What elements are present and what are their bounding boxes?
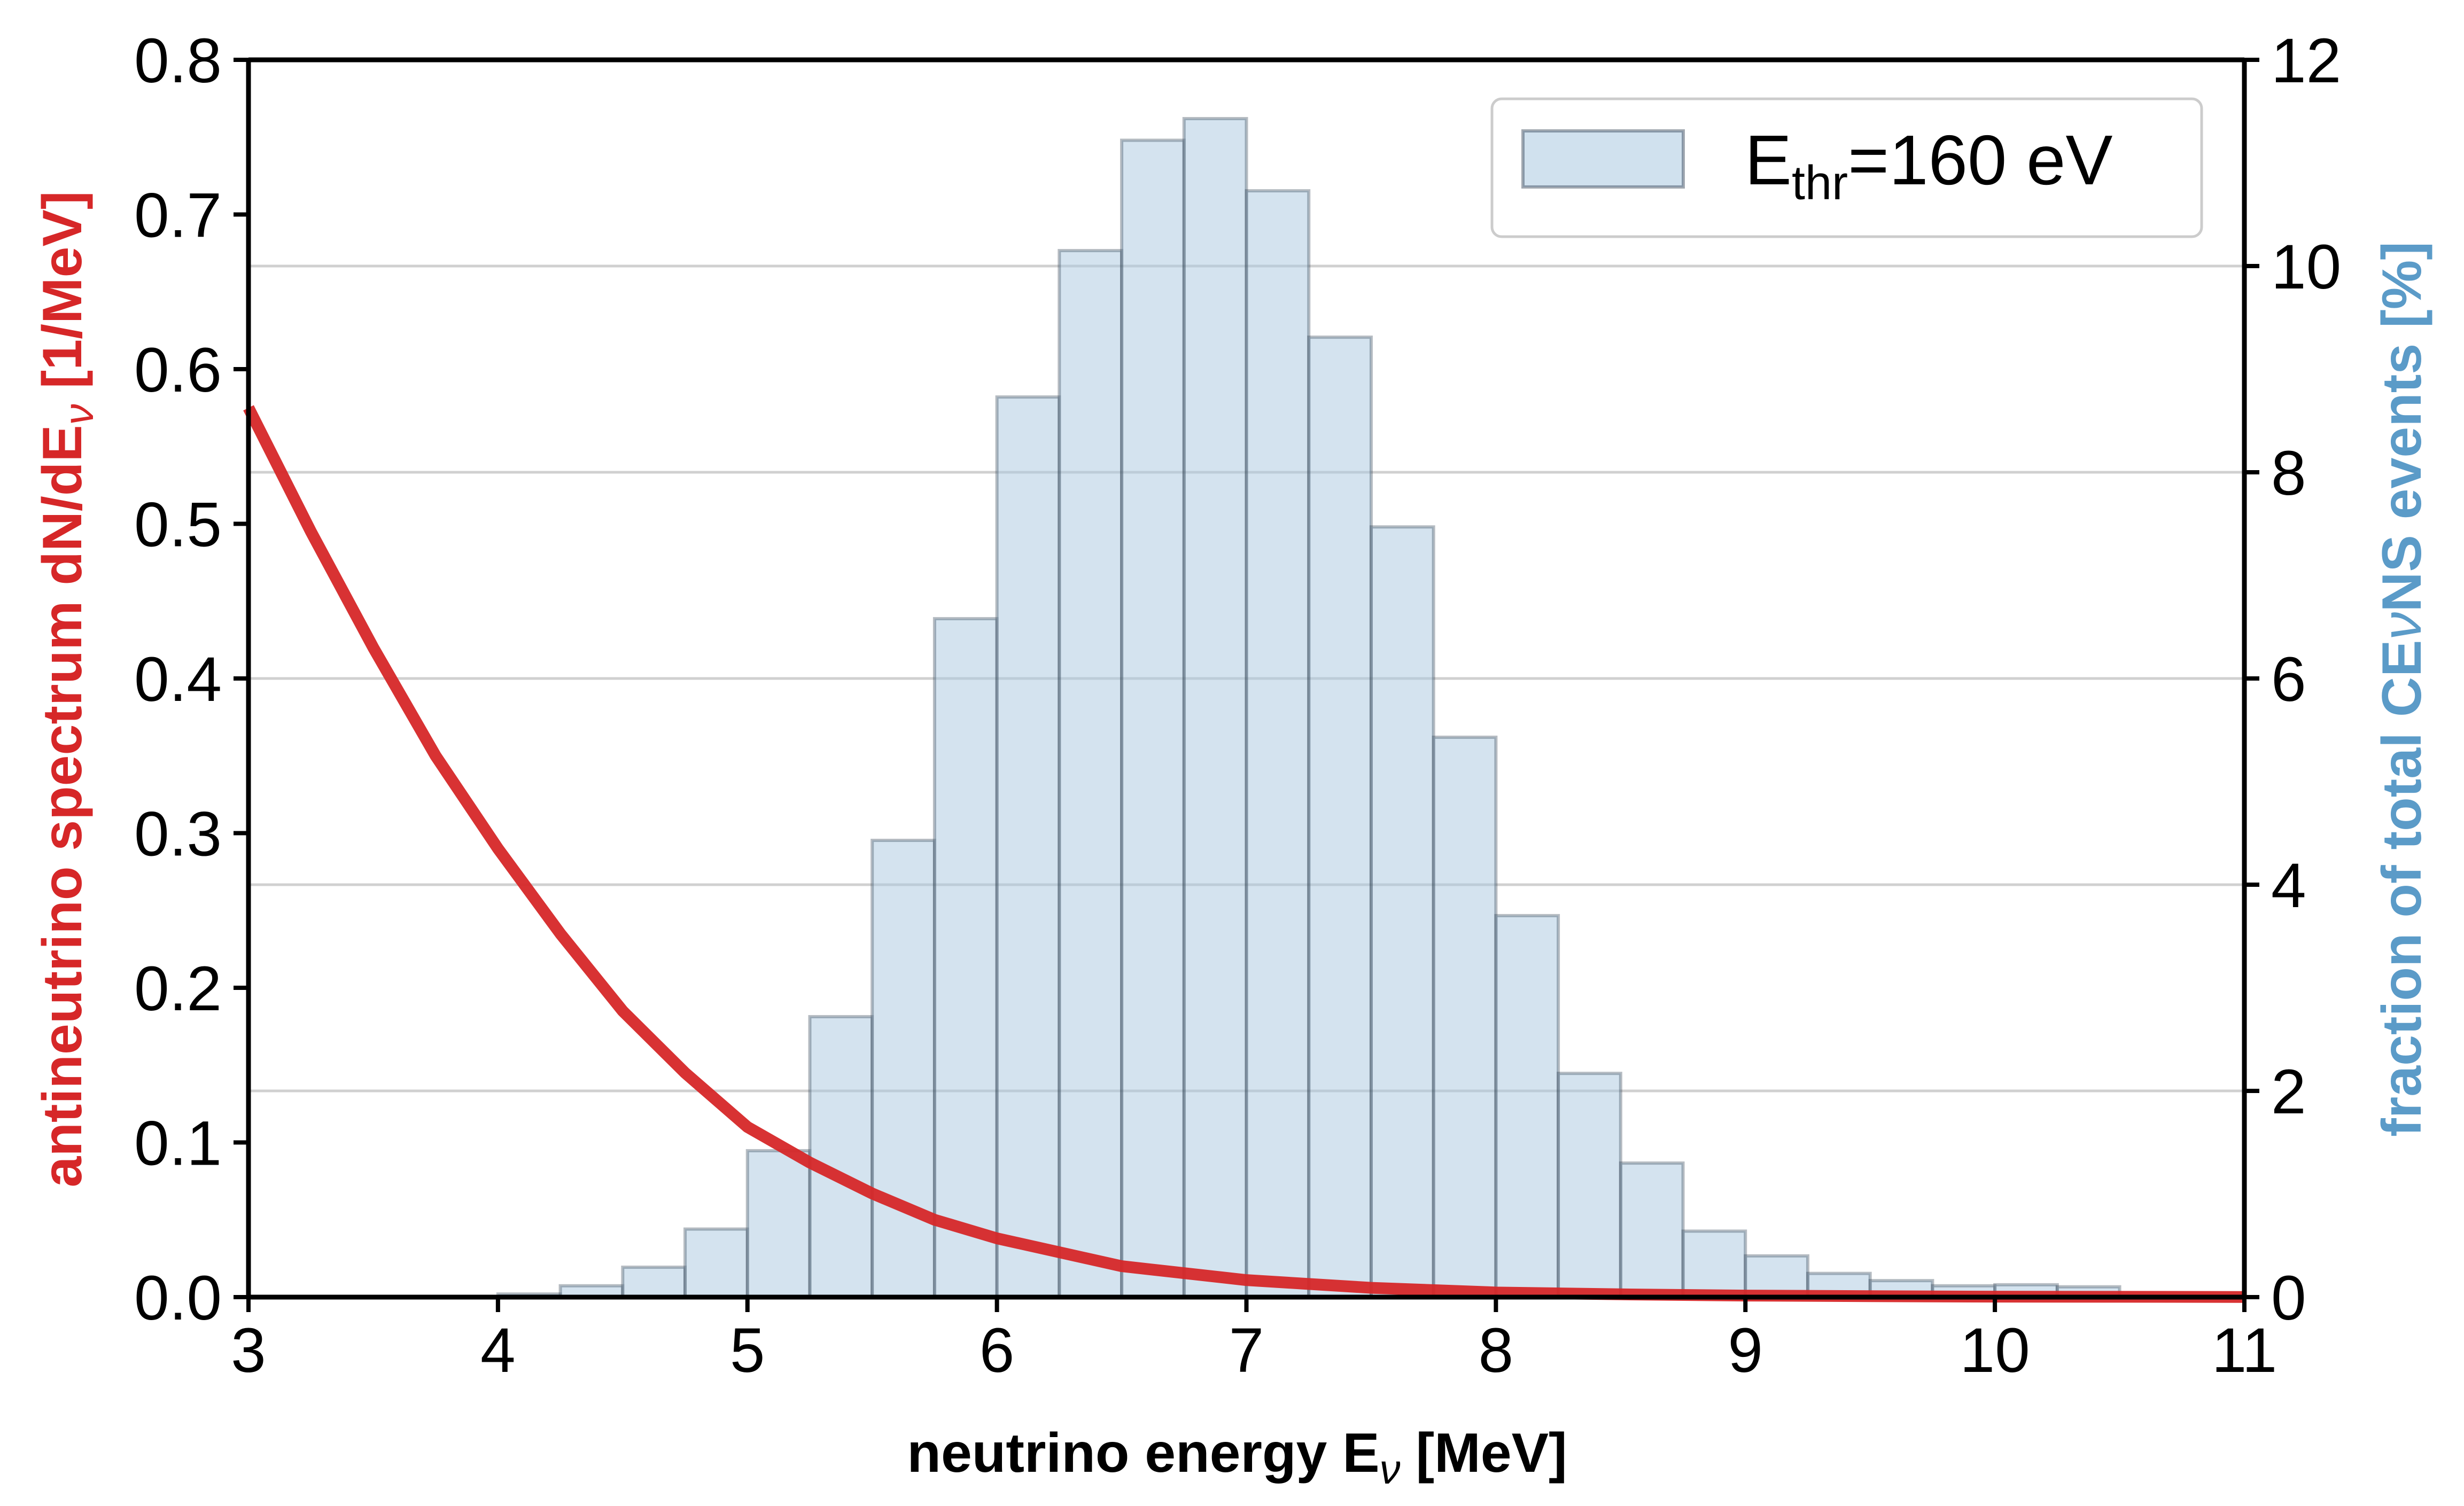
right-axis-label-nu: ν [2371, 612, 2433, 640]
left-tick-label: 0.0 [134, 1263, 222, 1333]
x-axis-label-sub: ν [1380, 1446, 1401, 1493]
histogram-bar [808, 1015, 874, 1299]
x-tick-label: 3 [231, 1315, 266, 1386]
histogram-bars [496, 117, 2121, 1299]
histogram-bar [1619, 1161, 1685, 1299]
x-tick-label: 7 [1229, 1315, 1264, 1386]
right-tick-label: 6 [2271, 644, 2306, 715]
legend: Ethr=160 eV [1490, 97, 2203, 238]
legend-label-sub: thr [1792, 157, 1848, 210]
left-tick-label: 0.4 [134, 644, 222, 715]
x-tick-label: 10 [1960, 1315, 2030, 1386]
histogram-bar [1557, 1072, 1622, 1299]
left-tick-label: 0.8 [134, 26, 222, 96]
histogram-bar [1369, 525, 1435, 1299]
left-tick-label: 0.3 [134, 799, 222, 870]
x-tick-label: 5 [730, 1315, 765, 1386]
x-tick-label: 11 [2212, 1315, 2278, 1386]
histogram-bar [1058, 249, 1124, 1299]
right-tick-label: 10 [2271, 232, 2341, 302]
histogram-bar [1432, 736, 1498, 1299]
left-tick-label: 0.5 [134, 490, 222, 560]
left-axis-label-main: antineutrino spectrum dN/dE [32, 425, 94, 1187]
right-axis-label-pre: fraction of total CE [2371, 640, 2433, 1137]
right-tick-label: 0 [2271, 1263, 2306, 1333]
histogram-bar [1120, 138, 1186, 1299]
histogram-bar [932, 617, 999, 1299]
x-axis-label-main: neutrino energy E [907, 1422, 1379, 1484]
x-tick-label: 8 [1479, 1315, 1514, 1386]
histogram-bar [1245, 189, 1311, 1299]
legend-label: Ethr=160 eV [1745, 121, 2113, 210]
left-axis-label-unit: [1/MeV] [32, 191, 94, 404]
left-tick-label: 0.7 [134, 181, 222, 251]
histogram-bar [995, 395, 1061, 1299]
left-tick-label: 0.6 [134, 335, 222, 405]
legend-label-main: E [1745, 121, 1792, 199]
left-axis-label: antineutrino spectrum dN/dEν [1/MeV] [32, 191, 102, 1188]
histogram-bar [1494, 914, 1560, 1299]
histogram-bar [1182, 117, 1248, 1299]
x-axis-label-unit: [MeV] [1401, 1422, 1567, 1484]
right-tick-label: 8 [2271, 438, 2306, 509]
histogram-bar [1307, 335, 1373, 1299]
right-tick-label: 2 [2271, 1057, 2306, 1127]
x-tick-label: 9 [1728, 1315, 1763, 1386]
histogram-bar [621, 1266, 687, 1299]
histogram-bar [870, 839, 936, 1299]
legend-swatch [1521, 129, 1685, 189]
histogram-bar [683, 1227, 749, 1299]
right-tick-label: 4 [2271, 850, 2306, 921]
left-axis-label-sub: ν [55, 404, 102, 425]
histogram-bar [1681, 1229, 1747, 1299]
left-tick-label: 0.1 [134, 1109, 222, 1179]
right-axis-label-post: NS events [%] [2371, 241, 2433, 612]
x-tick-label: 6 [980, 1315, 1015, 1386]
x-tick-label: 4 [480, 1315, 516, 1386]
axis-ticks: 3 4 5 6 7 8 9 10 11 0.0 0.1 0.2 0.3 0.4 0.5 0.6 0.7 0.8 0 2… [134, 26, 2341, 1386]
right-tick-label: 12 [2271, 26, 2341, 96]
left-tick-label: 0.2 [134, 954, 222, 1024]
x-axis-label: neutrino energy Eν [MeV] [907, 1422, 1567, 1493]
right-axis-label: fraction of total CEνNS events [%] [2371, 241, 2433, 1137]
legend-label-rest: =160 eV [1848, 121, 2112, 199]
histogram-bar [745, 1149, 812, 1299]
